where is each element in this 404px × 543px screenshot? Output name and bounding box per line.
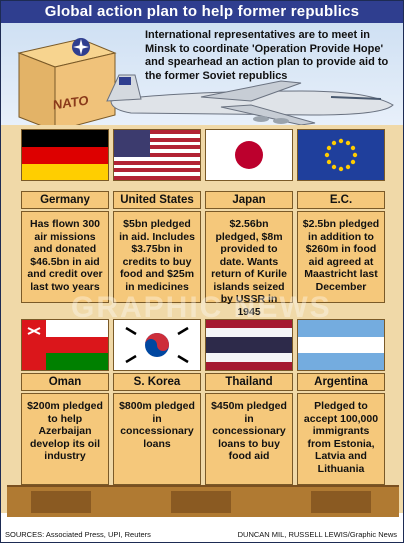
country-description: $2.5bn pledged in addition to $260m in f… [297, 211, 385, 303]
country-description: Pledged to accept 100,000 immigrants fro… [297, 393, 385, 485]
footer: SOURCES: Associated Press, UPI, Reuters … [1, 519, 403, 543]
country-description: $5bn pledged in aid. Includes $3.75bn in… [113, 211, 201, 303]
country-name: Thailand [205, 373, 293, 391]
country-description: $450m pledged in concessionary loans to … [205, 393, 293, 485]
country-description: $2.56bn pledged, $8m provided to date. W… [205, 211, 293, 318]
argentina-flag-icon [297, 319, 385, 371]
eu-flag-icon [297, 129, 385, 181]
japan-flag-icon [205, 129, 293, 181]
intro-text: International representatives are to mee… [145, 29, 389, 82]
page-title: Global action plan to help former republ… [1, 1, 403, 23]
country-description: Has flown 300 air missions and donated $… [21, 211, 109, 303]
country-name: E.C. [297, 191, 385, 209]
country-name: Oman [21, 373, 109, 391]
usa-flag-icon [113, 129, 201, 181]
country-name: United States [113, 191, 201, 209]
pallet-slat [171, 491, 231, 513]
country-name: Japan [205, 191, 293, 209]
pallet-slat [311, 491, 371, 513]
credit-text: DUNCAN MIL, RUSSELL LEWIS/Graphic News [237, 530, 397, 539]
watermark: GRAPHIC NEWS [71, 291, 332, 324]
germany-flag-icon [21, 129, 109, 181]
sources-text: SOURCES: Associated Press, UPI, Reuters [5, 530, 151, 539]
country-description: $800m pledged in concessionary loans [113, 393, 201, 485]
country-name: Argentina [297, 373, 385, 391]
country-name: Germany [21, 191, 109, 209]
thailand-flag-icon [205, 319, 293, 371]
nato-crate-icon [17, 38, 117, 132]
country-name: S. Korea [113, 373, 201, 391]
south-korea-flag-icon [113, 319, 201, 371]
cargo-plane-icon [106, 74, 394, 126]
pallet-slat [31, 491, 91, 513]
country-description: $200m pledged to help Azerbaijan develop… [21, 393, 109, 485]
oman-flag-icon [21, 319, 109, 371]
